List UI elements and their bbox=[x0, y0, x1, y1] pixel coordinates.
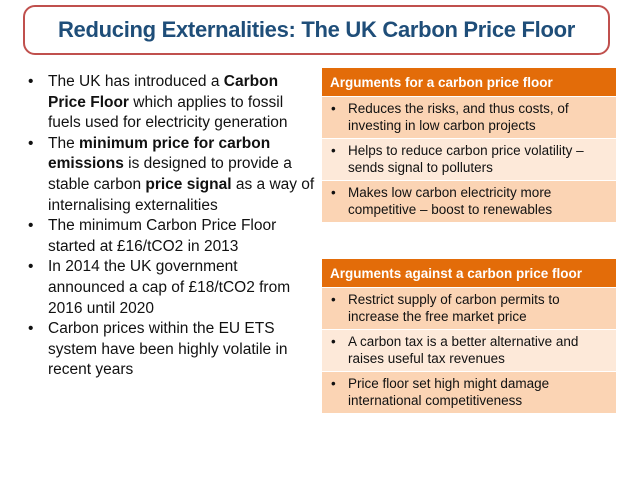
arguments-for-item: Helps to reduce carbon price volatility … bbox=[328, 142, 610, 176]
arguments-against-item: Price floor set high might damage intern… bbox=[328, 375, 610, 409]
bullet-text: In 2014 the UK government announced a ca… bbox=[48, 258, 291, 317]
bullet-text: is designed to provide a stable carbon bbox=[48, 155, 292, 193]
bullet-text: as a way of internalising externalities bbox=[48, 175, 315, 214]
bullet-text: The minimum Carbon Price Floor started a… bbox=[48, 217, 277, 255]
table-row: Price floor set high might damage intern… bbox=[322, 371, 616, 413]
table-row: Reduces the risks, and thus costs, of in… bbox=[322, 96, 616, 139]
arguments-for-table: Arguments for a carbon price floor Reduc… bbox=[322, 68, 616, 222]
slide-title: Reducing Externalities: The UK Carbon Pr… bbox=[57, 17, 576, 42]
bullet-item: Carbon prices within the EU ETS system h… bbox=[26, 319, 318, 381]
table-row: Makes low carbon electricity more compet… bbox=[322, 180, 616, 222]
bullet-bold-text: price signal bbox=[145, 175, 232, 193]
title-box: Reducing Externalities: The UK Carbon Pr… bbox=[23, 5, 610, 55]
arguments-against-item: Restrict supply of carbon permits to inc… bbox=[328, 291, 610, 325]
arguments-against-item: A carbon tax is a better alternative and… bbox=[328, 333, 610, 367]
bullet-text: The bbox=[48, 134, 80, 152]
arguments-for-item: Makes low carbon electricity more compet… bbox=[328, 184, 610, 218]
arguments-against-header: Arguments against a carbon price floor bbox=[322, 259, 616, 288]
bullet-bold-text: minimum price for carbon emissions bbox=[48, 134, 271, 173]
bullet-item: In 2014 the UK government announced a ca… bbox=[26, 257, 318, 319]
bullet-text: which applies to fossil fuels used for e… bbox=[48, 93, 288, 132]
bullet-text: The UK has introduced a bbox=[48, 73, 224, 90]
bullet-list: The UK has introduced a Carbon Price Flo… bbox=[26, 72, 318, 381]
arguments-for-item: Reduces the risks, and thus costs, of in… bbox=[328, 100, 610, 134]
table-row: Helps to reduce carbon price volatility … bbox=[322, 138, 616, 181]
bullet-item: The UK has introduced a Carbon Price Flo… bbox=[26, 72, 318, 134]
table-row: A carbon tax is a better alternative and… bbox=[322, 329, 616, 372]
bullet-item: The minimum Carbon Price Floor started a… bbox=[26, 216, 318, 257]
arguments-for-header: Arguments for a carbon price floor bbox=[322, 68, 616, 97]
bullet-text: Carbon prices within the EU ETS system h… bbox=[48, 320, 288, 379]
bullet-bold-text: Carbon Price Floor bbox=[48, 73, 279, 111]
bullet-item: The minimum price for carbon emissions i… bbox=[26, 134, 318, 216]
table-row: Restrict supply of carbon permits to inc… bbox=[322, 287, 616, 330]
arguments-against-table: Arguments against a carbon price floor R… bbox=[322, 259, 616, 413]
